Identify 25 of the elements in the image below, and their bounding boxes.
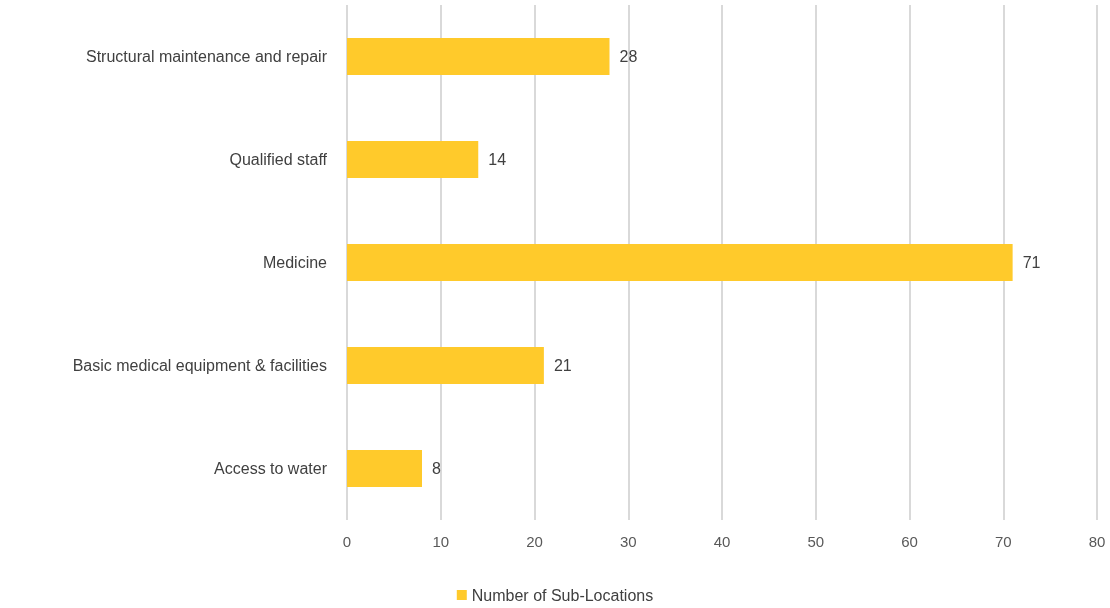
bar xyxy=(347,140,479,179)
x-tick-label: 20 xyxy=(526,533,543,550)
bar xyxy=(347,346,544,385)
x-tick-label: 10 xyxy=(432,533,450,550)
y-tick-label: Medicine xyxy=(262,254,328,271)
x-tick-label: 80 xyxy=(1088,533,1106,550)
data-label: 14 xyxy=(488,151,507,168)
y-tick-label: Qualified staff xyxy=(229,151,328,168)
data-label: 28 xyxy=(619,48,638,65)
bar xyxy=(347,243,1013,282)
data-label: 8 xyxy=(432,460,441,477)
x-tick-label: 60 xyxy=(901,533,918,550)
data-label: 21 xyxy=(553,357,572,374)
legend-label: Number of Sub-Locations xyxy=(471,586,654,604)
x-tick-label: 70 xyxy=(994,533,1012,550)
data-label: 71 xyxy=(1022,254,1041,271)
y-tick-label: Access to water xyxy=(214,460,328,477)
y-tick-label: Structural maintenance and repair xyxy=(85,48,328,65)
x-tick-label: 30 xyxy=(619,533,637,550)
x-tick-label: 0 xyxy=(342,533,352,550)
y-tick-label: Basic medical equipment & facilities xyxy=(72,357,327,374)
x-tick-label: 50 xyxy=(807,533,825,550)
bar xyxy=(347,449,422,488)
bar xyxy=(347,37,610,76)
x-tick-label: 40 xyxy=(713,533,731,550)
